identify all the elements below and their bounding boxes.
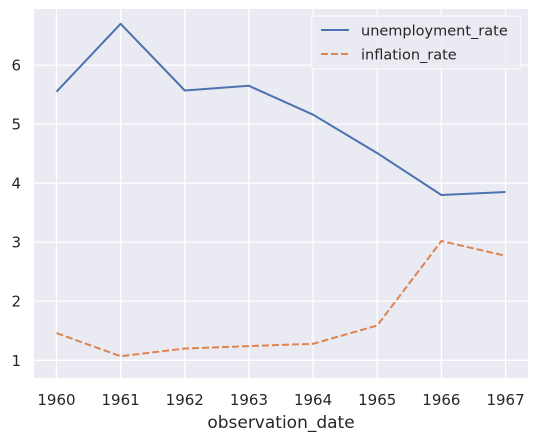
series-lines: [55, 22, 506, 358]
x-tick-label: 1966: [422, 391, 460, 409]
x-axis: 1960 1961 1962 1963 1964 1965 1966 1967: [37, 391, 524, 409]
series-line-inflation-rate: [56, 240, 506, 358]
x-tick-label: 1965: [358, 391, 396, 409]
y-tick-label: 2: [11, 293, 21, 311]
legend: unemployment_rate inflation_rate: [310, 15, 522, 70]
y-tick-label: 3: [11, 234, 21, 252]
legend-label-unemployment-rate: unemployment_rate: [361, 24, 508, 40]
x-tick-label: 1960: [37, 391, 75, 409]
series-line-unemployment-rate: [55, 22, 506, 196]
y-tick-label: 6: [11, 57, 21, 75]
y-tick-label: 4: [11, 175, 21, 193]
y-axis: 1 2 3 4 5 6: [11, 57, 21, 370]
legend-label-inflation-rate: inflation_rate: [361, 48, 457, 64]
x-tick-label: 1967: [486, 391, 524, 409]
legend-box: [310, 15, 522, 70]
x-tick-label: 1963: [230, 391, 268, 409]
plot-area: [34, 9, 528, 378]
grid: [34, 9, 528, 378]
y-tick-label: 1: [11, 352, 21, 370]
y-tick-label: 5: [11, 116, 21, 134]
x-axis-title: observation_date: [207, 413, 354, 433]
x-tick-label: 1961: [102, 391, 140, 409]
x-tick-label: 1962: [166, 391, 204, 409]
x-tick-label: 1964: [294, 391, 332, 409]
